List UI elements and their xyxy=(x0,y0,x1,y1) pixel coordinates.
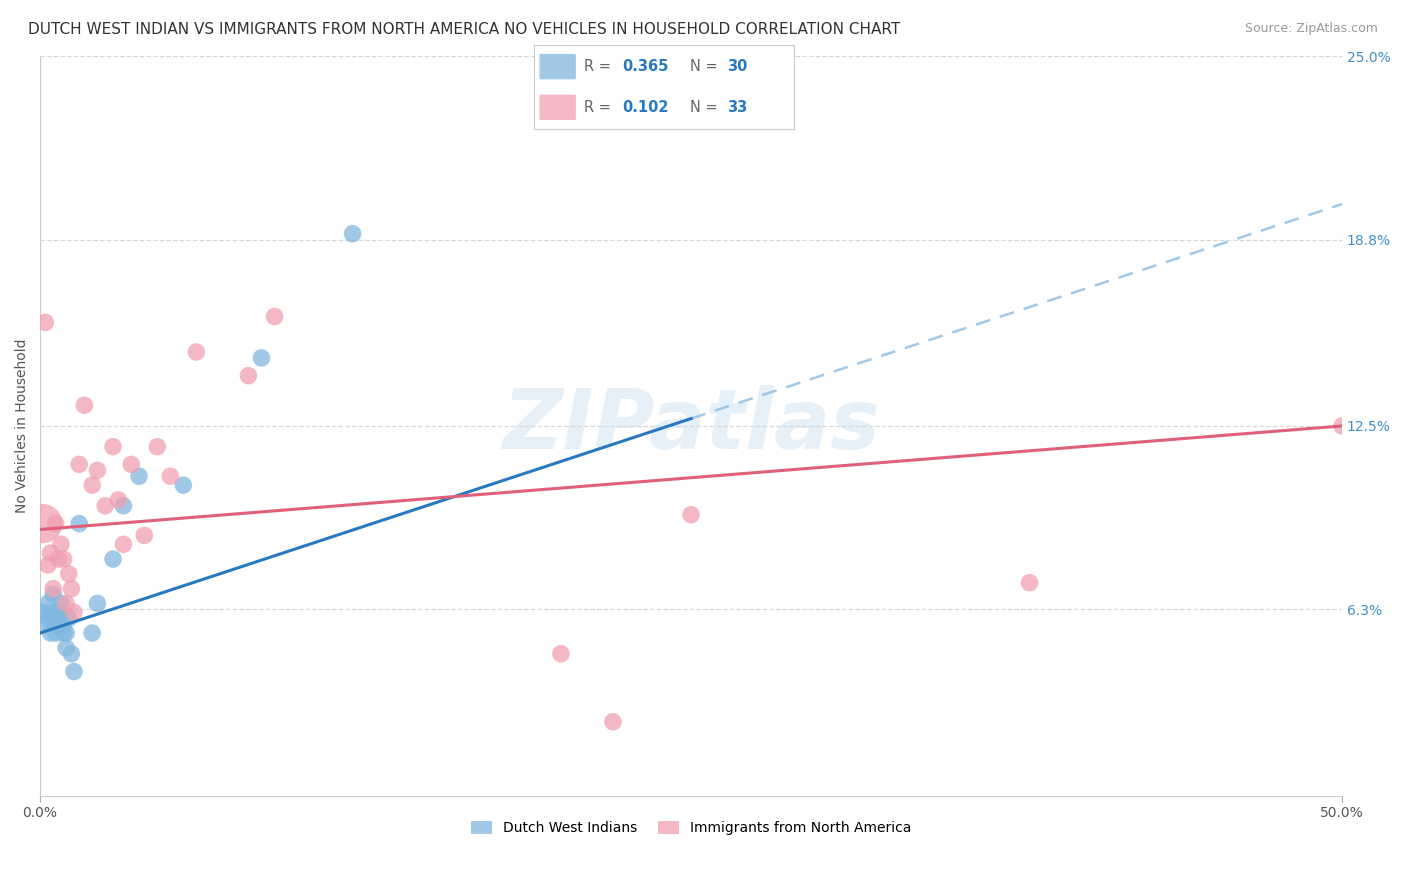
Point xyxy=(238,368,260,383)
Point xyxy=(60,582,83,596)
Point xyxy=(46,552,69,566)
Text: ZIPatlas: ZIPatlas xyxy=(502,385,880,467)
Point xyxy=(49,597,72,611)
Point xyxy=(37,558,59,572)
Point xyxy=(39,605,62,619)
Point xyxy=(46,605,69,619)
Point xyxy=(101,440,124,454)
Point xyxy=(67,516,90,531)
FancyBboxPatch shape xyxy=(540,95,576,120)
Point xyxy=(186,345,208,359)
Point xyxy=(159,469,181,483)
Point xyxy=(39,546,62,560)
Point xyxy=(128,469,150,483)
Text: 30: 30 xyxy=(727,59,747,74)
Point xyxy=(45,626,67,640)
Point xyxy=(34,617,56,632)
Point xyxy=(73,398,96,412)
Point xyxy=(86,597,108,611)
Point xyxy=(49,611,72,625)
Point xyxy=(55,626,77,640)
Point xyxy=(52,626,75,640)
Point xyxy=(112,537,135,551)
Text: DUTCH WEST INDIAN VS IMMIGRANTS FROM NORTH AMERICA NO VEHICLES IN HOUSEHOLD CORR: DUTCH WEST INDIAN VS IMMIGRANTS FROM NOR… xyxy=(28,22,900,37)
Text: R =: R = xyxy=(583,59,616,74)
Text: N =: N = xyxy=(690,59,723,74)
Point xyxy=(34,315,56,329)
Point xyxy=(52,617,75,632)
Point xyxy=(86,463,108,477)
Point xyxy=(681,508,703,522)
Point xyxy=(550,647,572,661)
Point xyxy=(63,665,86,679)
Point xyxy=(82,626,104,640)
Point xyxy=(39,626,62,640)
Point xyxy=(1018,575,1040,590)
Point xyxy=(107,492,129,507)
Point xyxy=(42,582,65,596)
Point xyxy=(58,566,80,581)
Point xyxy=(55,640,77,655)
Legend: Dutch West Indians, Immigrants from North America: Dutch West Indians, Immigrants from Nort… xyxy=(465,815,917,840)
Point xyxy=(63,605,86,619)
Point xyxy=(94,499,117,513)
Point xyxy=(67,458,90,472)
Point xyxy=(112,499,135,513)
Point xyxy=(37,597,59,611)
Point xyxy=(31,605,53,619)
Point xyxy=(58,611,80,625)
Point xyxy=(49,537,72,551)
Point xyxy=(602,714,624,729)
Point xyxy=(55,597,77,611)
Point xyxy=(42,588,65,602)
Point xyxy=(342,227,364,241)
Y-axis label: No Vehicles in Household: No Vehicles in Household xyxy=(15,339,30,513)
Point xyxy=(120,458,142,472)
Point xyxy=(101,552,124,566)
Point xyxy=(45,516,67,531)
Point xyxy=(60,647,83,661)
Point xyxy=(42,611,65,625)
Point xyxy=(172,478,194,492)
Point xyxy=(82,478,104,492)
Point xyxy=(31,516,53,531)
Text: R =: R = xyxy=(583,100,616,115)
Text: 0.102: 0.102 xyxy=(623,100,669,115)
FancyBboxPatch shape xyxy=(540,54,576,79)
Point xyxy=(45,617,67,632)
Point xyxy=(46,617,69,632)
Point xyxy=(37,611,59,625)
Point xyxy=(134,528,156,542)
Point xyxy=(1330,419,1353,434)
Text: N =: N = xyxy=(690,100,723,115)
Text: 33: 33 xyxy=(727,100,747,115)
Point xyxy=(263,310,285,324)
Point xyxy=(52,552,75,566)
Point xyxy=(146,440,169,454)
Text: Source: ZipAtlas.com: Source: ZipAtlas.com xyxy=(1244,22,1378,36)
Point xyxy=(250,351,273,365)
Text: 0.365: 0.365 xyxy=(623,59,669,74)
